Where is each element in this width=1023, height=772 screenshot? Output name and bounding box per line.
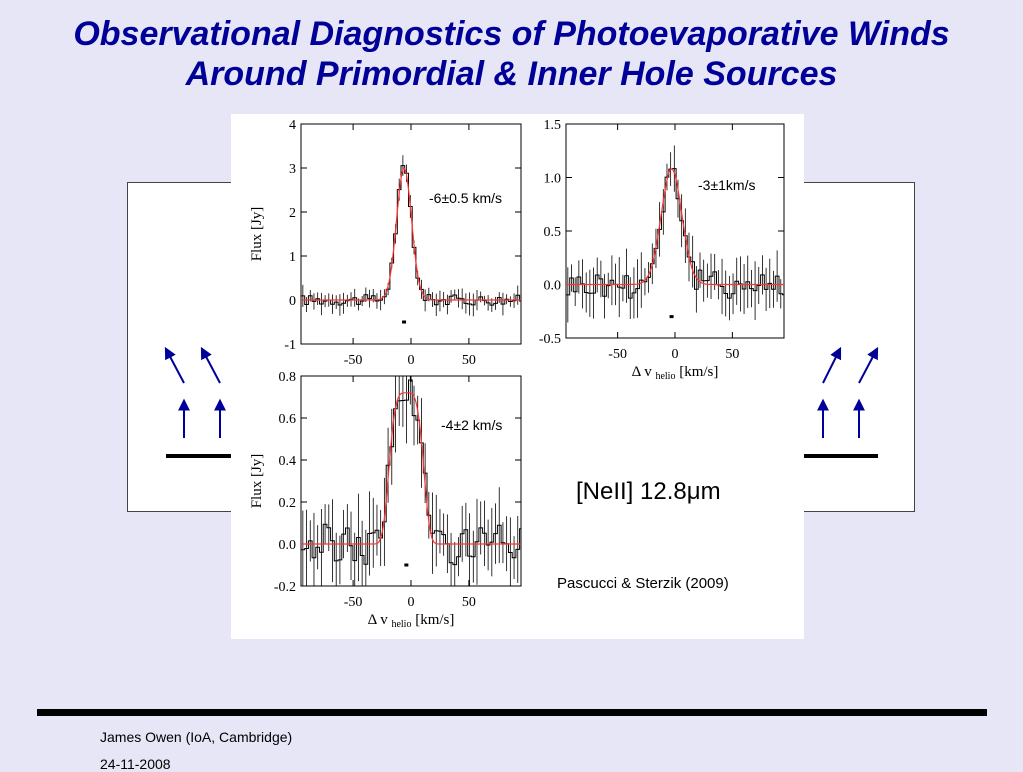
panel-3-ytick-label: -0.2 bbox=[274, 580, 296, 595]
panel-3-xtick-label: 0 bbox=[408, 595, 415, 610]
panel-2-ytick-label: 1.5 bbox=[544, 118, 562, 133]
panel-2-data-series bbox=[566, 168, 784, 299]
panel-2-centroid-marker bbox=[669, 315, 674, 319]
panel-2-ytick-label: 0.0 bbox=[544, 279, 562, 294]
citation: Pascucci & Sterzik (2009) bbox=[557, 575, 729, 592]
panel-1-model-curve bbox=[301, 166, 521, 301]
panel-3-xtick-label: -50 bbox=[344, 595, 363, 610]
panel-3-xtick-label: 50 bbox=[462, 595, 476, 610]
panel-2-xtick-label: -50 bbox=[608, 347, 627, 362]
spectra-svg: -1 0 1 2 3 4 -50 0 50 Flux [Jy] -0.5 0.0 0.5 1.0 1.5 -5… bbox=[249, 118, 785, 630]
panel-3-ytick-label: 0.2 bbox=[279, 496, 297, 511]
panel-3-ytick-label: 0.8 bbox=[279, 370, 297, 385]
velocity-label-1: -6±0.5 km/s bbox=[429, 190, 503, 206]
neii-prefix: [NeII] 12.8 bbox=[576, 478, 687, 505]
left-diag-arrow-2 bbox=[200, 346, 221, 384]
neii-mu: μ bbox=[686, 478, 701, 505]
panel-2-ytick-label: 0.5 bbox=[544, 225, 562, 240]
panel-3-ytick-label: 0.0 bbox=[279, 538, 297, 553]
panel-3-centroid-marker bbox=[404, 563, 409, 567]
panel-1-xtick-label: 50 bbox=[462, 353, 476, 368]
panel-3-xlabel: Δ v helio [km/s] bbox=[368, 612, 455, 630]
footer-rule bbox=[37, 709, 987, 716]
panel-1-ytick-label: 3 bbox=[289, 162, 296, 177]
left-diag-arrow-1 bbox=[164, 346, 185, 384]
panel-2-xlabel: Δ v helio [km/s] bbox=[632, 364, 719, 382]
panel-2-xtick-label: 0 bbox=[672, 347, 679, 362]
panel-1-ytick-label: 2 bbox=[289, 206, 296, 221]
panel-1-ytick-label: -1 bbox=[284, 338, 296, 353]
panel-3-ytick-label: 0.4 bbox=[279, 454, 297, 469]
panel-3-ytick-label: 0.6 bbox=[279, 412, 297, 427]
slide-title: Observational Diagnostics of Photoevapor… bbox=[0, 14, 1023, 94]
panel-2-model-curve bbox=[566, 168, 784, 286]
panel-1-ytick-label: 0 bbox=[289, 294, 296, 309]
panel-3-ylabel: Flux [Jy] bbox=[249, 454, 265, 509]
panel-2-ytick-label: 1.0 bbox=[544, 172, 562, 187]
panel-3-model-curve bbox=[301, 392, 521, 545]
panel-3-data-series bbox=[301, 379, 521, 566]
right-diag-arrow-2 bbox=[858, 346, 879, 384]
panel-1-centroid-marker bbox=[402, 320, 407, 324]
panel-1-ytick-label: 1 bbox=[289, 250, 296, 265]
wind-arrows-diagram bbox=[164, 346, 879, 458]
title-line-1: Observational Diagnostics of Photoevapor… bbox=[73, 15, 950, 53]
velocity-label-2: -3±1km/s bbox=[698, 177, 756, 193]
panel-1-ytick-label: 4 bbox=[289, 118, 296, 133]
panel-1-frame bbox=[300, 123, 522, 345]
neii-suffix: m bbox=[700, 478, 721, 505]
velocity-label-3: -4±2 km/s bbox=[441, 417, 503, 433]
title-line-2: Around Primordial & Inner Hole Sources bbox=[185, 55, 838, 93]
footer-date: 24-11-2008 bbox=[100, 756, 171, 772]
neii-line-label: [NeII] 12.8μm bbox=[576, 478, 721, 506]
panel-1-ylabel: Flux [Jy] bbox=[249, 207, 265, 262]
spectra-figure: -1 0 1 2 3 4 -50 0 50 Flux [Jy] -0.5 0.0 0.5 1.0 1.5 -5… bbox=[231, 114, 804, 639]
panel-1-xtick-label: -50 bbox=[344, 353, 363, 368]
panel-1-xtick-label: 0 bbox=[408, 353, 415, 368]
panel-1-data-series bbox=[301, 165, 521, 306]
footer-author: James Owen (IoA, Cambridge) bbox=[100, 729, 293, 745]
right-diag-arrow-1 bbox=[822, 346, 842, 384]
panel-2-ytick-label: -0.5 bbox=[539, 332, 561, 347]
panel-2-xtick-label: 50 bbox=[725, 347, 739, 362]
